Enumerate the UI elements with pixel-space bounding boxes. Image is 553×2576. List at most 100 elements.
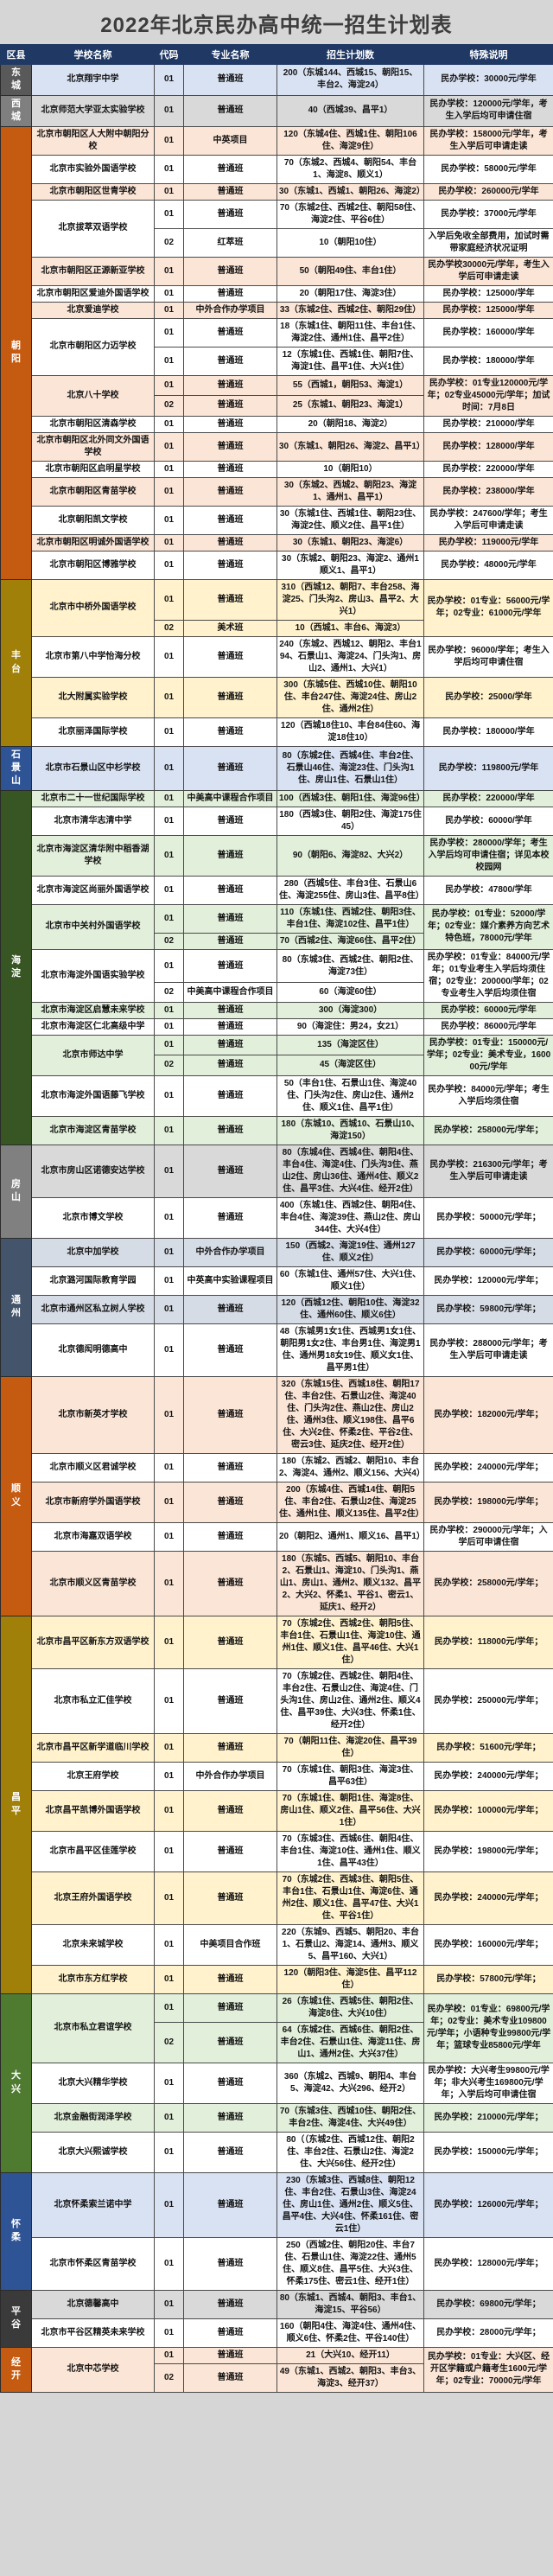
plan-cell: 280（西城5住、丰台3住、石景山6住、海淀255住、房山3住、昌平8住） (276, 875, 424, 905)
school-name-cell: 北京市中关村外国语学校 (31, 903, 155, 950)
school-name-cell: 北京市朝阳区启明星学校 (31, 460, 155, 478)
major-cell: 普通班 (183, 676, 277, 718)
table-row: 北京爱迪学校 01 中外合作办学项目 33（东城2住、西城2住、朝阳29住） 民办学校：… (0, 301, 553, 319)
major-cell: 中外合作办学项目 (183, 1237, 277, 1267)
code-cell: 01 (154, 2102, 184, 2133)
plan-cell: 230（东城3住、西城8住、朝阳12住、丰台2住、石景山3住、海淀24住、房山1… (276, 2171, 424, 2238)
school-name-cell: 北京市私立君谊学校 (31, 1993, 155, 2063)
school-name-cell: 北京市朝阳区青苗学校 (31, 476, 155, 507)
school-name-cell: 北京德馨高中 (31, 2289, 155, 2319)
plan-cell: 50（朝阳49住、丰台1住） (276, 256, 424, 286)
note-cell: 民办学校：30000元/学年 (423, 64, 553, 96)
code-cell: 01 (154, 415, 184, 433)
school-name-cell: 北京大兴精华学校 (31, 2062, 155, 2104)
code-cell: 01 (154, 1144, 184, 1198)
code-cell: 02 (154, 2362, 184, 2393)
table-row: 丰台 北京市中桥外国语学校 01 普通班 310（西城12、朝阳7、丰台258、海淀25… (0, 578, 553, 747)
major-cell: 普通班 (183, 374, 277, 397)
plan-cell: 80（东城4住、西城4住、朝阳4住、丰台4住、海淀4住、门头沟3住、燕山2住、房… (276, 1144, 424, 1198)
plan-cell: 70（东城2、西城4、朝阳54、丰台1、海淀8、顺义1） (276, 154, 424, 184)
major-cell: 普通班 (183, 182, 277, 201)
school-name-cell: 北京市通州区私立树人学校 (31, 1294, 155, 1324)
code-cell: 01 (154, 1237, 184, 1267)
school-name-cell: 北京市朝阳区明诚外国语学校 (31, 533, 155, 552)
table-row: 北京市朝阳区青苗学校 01 普通班 30（东城2、西城2、朝阳23、海淀1、通州1、昌… (0, 476, 553, 507)
table-row: 北大附属实验学校 01 普通班 300（东城5住、西城10住、朝阳10住、丰台247住… (0, 676, 553, 718)
school-name-cell: 北京市东方红学校 (31, 1964, 155, 1994)
code-cell: 02 (154, 619, 184, 637)
major-cell: 普通班 (183, 2236, 277, 2291)
page-title: 2022年北京民办高中统一招生计划表 (100, 14, 453, 37)
plan-cell: 20（朝阳17住、海淀3住） (276, 284, 424, 303)
school-name-cell: 北京朝阳凯文学校 (31, 505, 155, 535)
school-name-cell: 北京市朝阳区世青学校 (31, 182, 155, 201)
major-cell: 普通班 (183, 2289, 277, 2319)
region-label: 昌平 (0, 1615, 32, 1994)
major-cell: 普通班 (183, 395, 277, 417)
plan-cell: 20（朝阳18、海淀2） (276, 415, 424, 433)
plan-cell: 70（东城2住、西城2住、朝阳5住、丰台1住、石景山1住、海淀10住、通州1住、… (276, 1615, 424, 1669)
school-name-cell: 北京市私立汇佳学校 (31, 1667, 155, 1734)
major-cell: 红萃班 (183, 227, 277, 258)
table-row: 怀柔 北京怀柔索兰诺中学 01 普通班 230（东城3住、西城8住、朝阳12住、丰台2住… (0, 2171, 553, 2291)
table-row: 北京市海淀区启慧未来学校 01 普通班 300（海淀300） 民办学校：60000元/学… (0, 1001, 553, 1019)
major-cell: 普通班 (183, 256, 277, 286)
plan-cell: 90（朝阳6、海淀82、大兴2） (276, 834, 424, 877)
region-label: 怀柔 (0, 2171, 32, 2291)
note-cell: 民办学校：25000/学年 (423, 676, 553, 718)
school-name-cell: 北京市海淀区青苗学校 (31, 1115, 155, 1145)
note-cell: 民办学校：120000元/学年； (423, 1266, 553, 1296)
table-row: 北京德闳明德高中 01 普通班 48（东城男1女1住、西城男1女1住、朝阳男1女2住、… (0, 1323, 553, 1377)
school-name-cell: 北京市顺义区青苗学校 (31, 1550, 155, 1616)
table-row: 东城 北京翔宇中学 01 普通班 200（东城144、西城15、朝阳15、丰台2、海淀2… (0, 64, 553, 96)
code-cell: 01 (154, 1923, 184, 1966)
plan-cell: 30（东城1、朝阳26、海淀2、昌平1） (276, 431, 425, 462)
plan-cell: 240（东城2、西城12、朝阳2、丰台194、石景山1、海淀24、门头沟1、房山… (276, 635, 424, 678)
school-name-cell: 北京市怀柔区青苗学校 (31, 2236, 155, 2291)
plan-cell: 110（东城1住、西城2住、朝阳3住、丰台1住、海淀102住、昌平1住） (276, 903, 424, 934)
major-cell: 普通班 (183, 717, 277, 747)
school-name-cell: 北京中芯学校 (31, 2346, 155, 2393)
note-cell: 民办学校30000元/学年，考生入学后可申请走读 (423, 256, 553, 286)
note-cell: 民办学校：238000/学年 (423, 476, 553, 507)
school-name-cell: 北京市朝阳区力迈学校 (31, 317, 155, 376)
table-row: 北京市朝阳区清森学校 01 普通班 20（朝阳18、海淀2） 民办学校：210000/学… (0, 415, 553, 433)
school-name-cell: 北京市海淀区尚丽外国语学校 (31, 875, 155, 905)
note-cell: 民办学校：182000元/学年； (423, 1375, 553, 1454)
plan-cell: 48（东城男1女1住、西城男1女1住、朝阳男1女2住、丰台男1住、海淀男1住、通… (276, 1323, 424, 1377)
major-cell: 普通班 (183, 1871, 277, 1925)
major-cell: 普通班 (183, 2346, 277, 2364)
code-cell: 02 (154, 227, 184, 258)
code-cell: 02 (154, 982, 184, 1003)
plan-cell: 300（海淀300） (276, 1001, 424, 1019)
major-cell: 普通班 (183, 1115, 277, 1145)
table-row: 北京拔萃双语学校 01 普通班 70（东城2住、西城2住、朝阳58住、海淀2住、平谷6… (0, 199, 553, 258)
major-cell: 普通班 (183, 1323, 277, 1377)
plan-cell: 180（东城10、西城10、石景山10、海淀150） (276, 1115, 424, 1145)
school-name-cell: 北京市博文学校 (31, 1196, 155, 1239)
school-name-cell: 北京市中桥外国语学校 (31, 578, 155, 637)
table-row: 北京金融街润泽学校 01 普通班 70（东城3住、西城10住、朝阳2住、丰台2住、海淀… (0, 2102, 553, 2133)
code-cell: 01 (154, 1550, 184, 1616)
school-name-cell: 北京市房山区诺德安达学校 (31, 1144, 155, 1198)
note-cell: 民办学校：48000元/学年 (423, 550, 553, 580)
plan-cell: 80（东城1、西城4、朝阳3、丰台1、海淀15、平谷56） (276, 2289, 424, 2319)
table-row: 北京朝阳凯文学校 01 普通班 30（东城1住、西城1住、朝阳23住、海淀2住、顺义2… (0, 505, 553, 535)
major-cell: 普通班 (183, 284, 277, 303)
code-cell: 01 (154, 1871, 184, 1925)
table-row: 北京八十学校 01 普通班 55（西城1，朝阳53、海淀1） 民办学校：01专业1200… (0, 374, 553, 417)
note-cell: 民办学校：247600/学年；考生入学后可申请走读 (423, 505, 553, 535)
note-cell: 民办学校：118000元/学年； (423, 1615, 553, 1669)
table-row: 北京市私立汇佳学校 01 普通班 70（东城2住、西城2住、朝阳4住、丰台2住、石景山… (0, 1667, 553, 1734)
table-row: 北京市昌平区佳莲学校 01 普通班 70（东城3住、西城6住、朝阳4住、丰台1住、海淀… (0, 1830, 553, 1872)
plan-cell: 70（东城1住、朝阳1住、海淀8住、房山1住、顺义2住、昌平56住、大兴1住） (276, 1789, 424, 1832)
note-cell: 民办学校：86000元/学年 (423, 1017, 553, 1036)
table-row: 北京市朝阳区启明星学校 01 普通班 10（朝阳10） 民办学校：220000/学年 (0, 460, 553, 478)
major-cell: 普通班 (183, 1017, 277, 1036)
major-cell: 普通班 (183, 1615, 277, 1669)
school-name-cell: 北京市新英才学校 (31, 1375, 155, 1454)
table-row: 北京市顺义区青苗学校 01 普通班 180（东城5、西城5、朝阳10、丰台2、石景山1… (0, 1550, 553, 1616)
school-name-cell: 北京王府外国语学校 (31, 1871, 155, 1925)
plan-cell: 70（东城3住、西城6住、朝阳4住、丰台1住、海淀10住、通州1住、顺义1住、昌… (276, 1830, 424, 1872)
code-cell: 01 (154, 717, 184, 747)
